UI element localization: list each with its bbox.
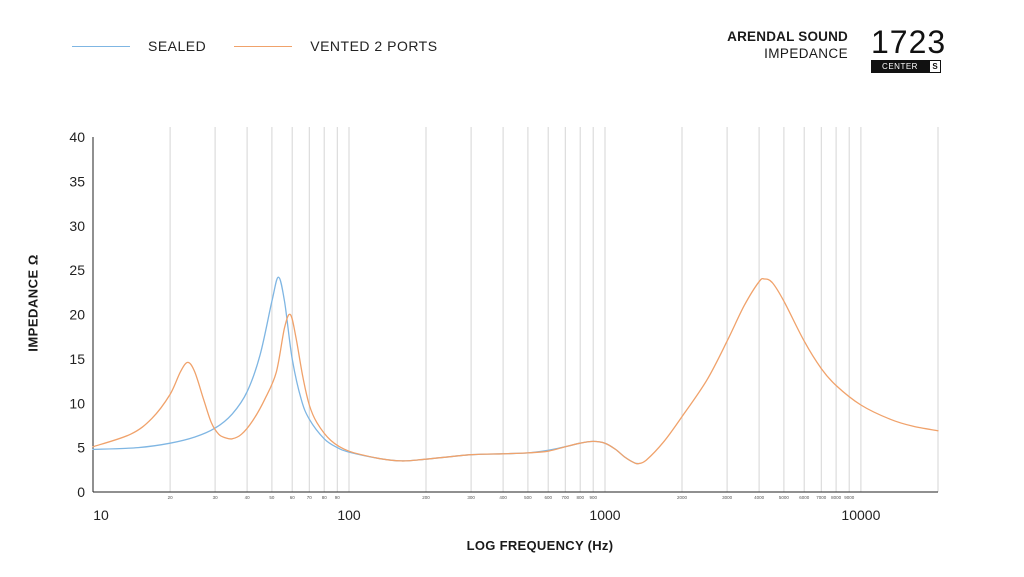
y-tick-label: 0 [77, 484, 85, 500]
legend: SEALED VENTED 2 PORTS [72, 38, 466, 54]
y-tick-label: 40 [69, 129, 85, 145]
x-minor-tick-label: 900 [589, 495, 597, 500]
x-major-tick-label: 10 [93, 507, 109, 523]
series-lines [92, 276, 939, 465]
x-minor-tick-label: 40 [245, 495, 251, 500]
model-logo: 1723 CENTER S [871, 24, 947, 73]
x-minor-tick-label: 60 [290, 495, 296, 500]
legend-item-vented: VENTED 2 PORTS [234, 38, 437, 54]
x-minor-tick-label: 200 [422, 495, 430, 500]
x-minor-tick-label: 50 [269, 495, 275, 500]
x-minor-tick-label: 90 [335, 495, 341, 500]
y-tick-label: 10 [69, 395, 85, 411]
y-tick-label: 25 [69, 262, 85, 278]
model-badge: S [929, 60, 941, 73]
x-minor-tick-label: 8000 [831, 495, 842, 500]
x-major-tick-label: 100 [337, 507, 361, 523]
y-axis-title: IMPEDANCE Ω [25, 254, 41, 352]
legend-item-sealed: SEALED [72, 38, 206, 54]
legend-label-vented: VENTED 2 PORTS [310, 38, 438, 54]
x-minor-tick-label: 400 [499, 495, 507, 500]
x-minor-tick-label: 20 [168, 495, 174, 500]
x-minor-tick-label: 9000 [844, 495, 855, 500]
x-minor-tick-label: 80 [322, 495, 328, 500]
x-minor-tick-label: 2000 [677, 495, 688, 500]
legend-swatch-vented [234, 45, 293, 47]
x-major-tick-label: 10000 [841, 507, 880, 523]
x-minor-tick-label: 500 [524, 495, 532, 500]
x-major-tick-label: 1000 [589, 507, 620, 523]
x-minor-tick-label: 30 [213, 495, 219, 500]
x-minor-tick-label: 5000 [779, 495, 790, 500]
legend-swatch-sealed [72, 45, 130, 47]
x-minor-tick-label: 70 [307, 495, 313, 500]
x-minor-tick-label: 800 [576, 495, 584, 500]
x-minor-tick-label: 700 [562, 495, 570, 500]
x-minor-tick-label: 3000 [722, 495, 733, 500]
x-axis-title: LOG FREQUENCY (Hz) [466, 538, 614, 553]
x-minor-tick-label: 4000 [754, 495, 765, 500]
series-line-sealed [92, 276, 639, 465]
x-minor-tick-label: 300 [467, 495, 475, 500]
brand-subtitle: IMPEDANCE [764, 46, 848, 61]
model-number: 1723 [871, 24, 947, 60]
tick-labels: 0 5 10 15 20 25 30 35 40 20 30 40 50 60 70 80 90 200 300 40… [69, 129, 880, 523]
brand-block: ARENDAL SOUND IMPEDANCE [727, 28, 848, 62]
y-tick-label: 30 [69, 218, 85, 234]
x-minor-tick-label: 600 [544, 495, 552, 500]
legend-label-sealed: SEALED [148, 38, 207, 54]
x-minor-tick-label: 7000 [816, 495, 827, 500]
x-minor-tick-label: 6000 [799, 495, 810, 500]
y-tick-label: 15 [69, 351, 85, 367]
model-tag: CENTER S [871, 60, 941, 73]
grid-lines [169, 127, 939, 492]
brand-name: ARENDAL SOUND [727, 29, 848, 44]
y-tick-label: 5 [77, 440, 85, 456]
model-variant: CENTER [871, 60, 929, 73]
y-tick-label: 20 [69, 307, 85, 323]
axes [92, 137, 938, 493]
y-tick-label: 35 [69, 173, 85, 189]
series-line-vented [92, 277, 939, 465]
